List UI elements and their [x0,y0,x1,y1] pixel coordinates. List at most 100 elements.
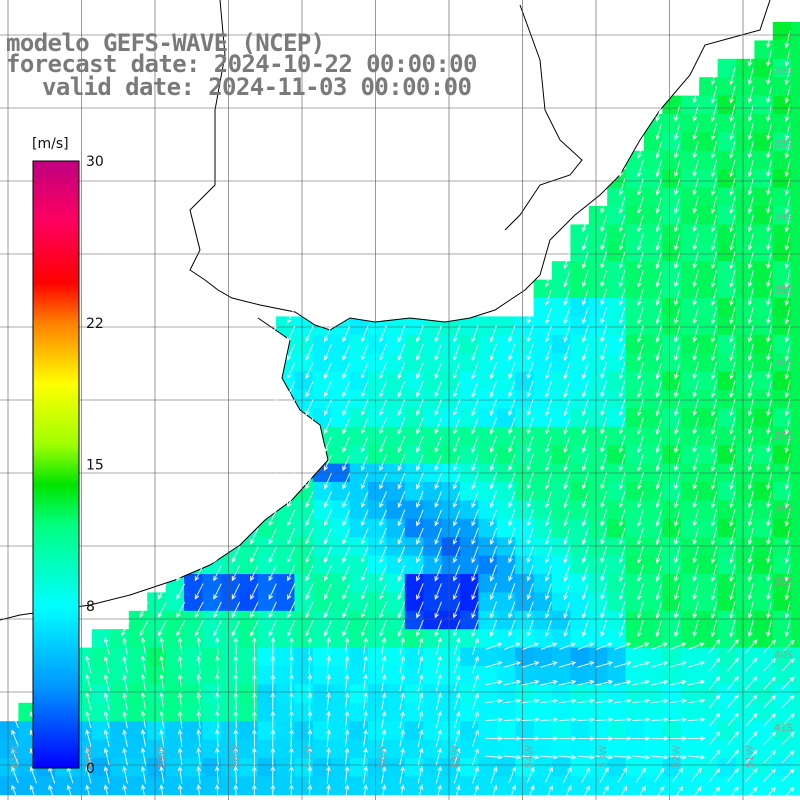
wind-arrow [452,435,461,453]
wind-arrow [618,306,626,325]
wind-arrow [360,436,369,453]
wind-arrow [747,49,754,67]
wind-cell [791,242,800,262]
wind-arrow [545,601,553,619]
wind-arrow [289,728,294,747]
wind-arrow [766,509,773,527]
wind-arrow [11,729,19,747]
wind-arrow [268,620,277,637]
land-mask-uruguay-argentina [0,0,328,620]
wind-arrow [103,765,110,784]
wind-arrow [545,472,553,490]
wind-arrow [781,786,795,800]
wind-cell [736,224,755,244]
lat-label: 33S [774,139,793,150]
wind-arrow [581,490,589,509]
colorbar-tick-label: 22 [86,316,104,332]
wind-cell [625,224,645,244]
wind-cell [625,390,645,409]
wind-cell [607,426,626,446]
wind-cell [662,647,682,667]
wind-arrow [692,214,699,233]
wind-cell [570,647,590,667]
wind-cell [699,610,718,630]
wind-arrow [708,730,721,746]
wind-cell [736,353,755,372]
wind-arrow [600,527,608,546]
wind-arrow [416,491,424,509]
wind-cell [662,206,682,225]
wind-cell [625,739,645,759]
wind-arrow [307,692,313,711]
wind-cell [294,721,314,740]
wind-arrow [231,583,241,600]
wind-arrow [632,679,651,686]
wind-arrow [471,491,479,509]
wind-cell [662,132,682,152]
wind-arrow [416,362,424,380]
wind-cell [754,40,774,60]
wind-arrow [563,490,571,509]
wind-arrow [766,582,773,601]
wind-arrow [710,233,718,251]
wind-arrow [669,698,688,704]
wind-arrow [214,784,220,800]
wind-cell [644,721,663,740]
wind-cell [699,666,718,685]
wind-cell [625,758,645,777]
wind-cell [662,390,682,409]
wind-cell [625,426,645,446]
wind-arrow [287,546,296,564]
wind-cell [294,776,314,796]
wind-arrow [674,582,681,601]
wind-arrow [726,749,739,764]
wind-arrow [637,362,644,380]
wind-cell [699,334,718,354]
wind-arrow [435,747,442,766]
wind-arrow [655,306,663,325]
wind-arrow [558,736,577,741]
wind-arrow [435,766,442,784]
wind-cell [570,758,590,777]
wind-arrow [379,601,387,619]
wind-arrow [360,620,369,637]
wind-cell [184,702,203,722]
wind-cell [128,666,148,685]
wind-arrow [545,509,553,527]
wind-cell [736,574,755,593]
wind-arrow [213,583,222,600]
wind-arrow [268,491,277,508]
wind-arrow [784,509,791,527]
wind-arrow [363,765,368,784]
wind-cell [257,739,277,759]
wind-cell [662,776,682,796]
wind-arrow [784,104,791,123]
wind-arrow [674,398,681,417]
wind-arrow [122,637,128,655]
wind-arrow [526,472,534,490]
wind-arrow [326,728,331,747]
wind-cell [754,647,774,667]
wind-arrow [250,509,259,527]
wind-arrow [766,490,773,509]
wind-cell [607,739,626,759]
wind-arrow [784,49,791,67]
wind-cell [791,298,800,317]
wind-arrow [472,729,479,747]
wind-cell [496,758,516,777]
wind-arrow [509,784,516,800]
wind-arrow [595,661,614,668]
lat-label: 36S [774,358,793,369]
wind-cell [662,702,682,722]
wind-arrow [618,380,626,398]
wind-cell [202,721,222,740]
wind-arrow [781,639,795,653]
wind-cell [791,610,800,630]
wind-arrow [766,85,773,104]
wind-arrow [85,655,92,674]
wind-arrow [747,380,754,398]
wind-arrow [747,582,754,601]
lat-label: 32S [774,66,793,77]
wind-cell [662,426,682,446]
